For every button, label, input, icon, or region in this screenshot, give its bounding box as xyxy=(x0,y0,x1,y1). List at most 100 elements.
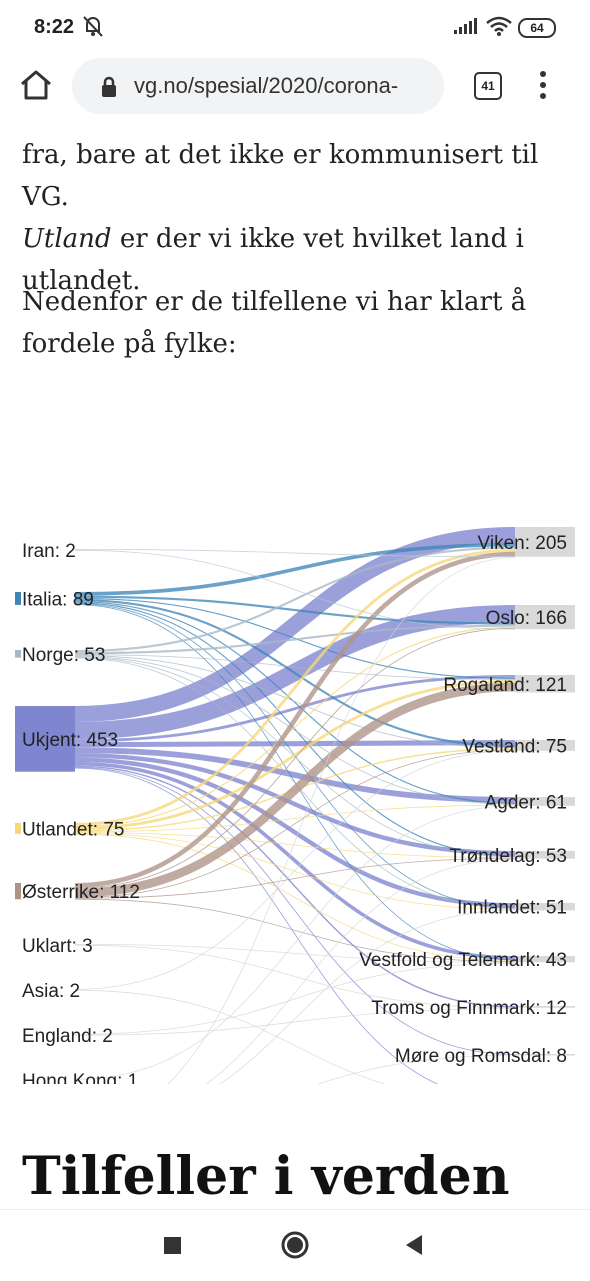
target-node-vestfold-og-telemark xyxy=(515,956,575,963)
source-label-uklart: Uklart: 3 xyxy=(22,936,93,957)
sankey-chart: Iran: 2 Italia: 89 Norge: 53 Ukjent: 453 Utl… xyxy=(15,527,575,1084)
flow-italia-to-vestland xyxy=(74,598,516,748)
target-label-innlandet: Innlandet: 51 xyxy=(457,898,567,919)
flow-asia-to-nordland xyxy=(74,989,387,1084)
flow-england-to-vestfold-og-telemark xyxy=(74,962,516,1035)
emphasis-utland: Utland xyxy=(22,224,112,254)
flow-norge-to-innlandet xyxy=(74,657,516,909)
recents-icon[interactable] xyxy=(164,1237,181,1254)
flow-norge-to-agder xyxy=(74,656,516,805)
flow-sterrike-to-vestfold-og-telemark xyxy=(74,898,516,963)
flow-utlandet-to-vestfold-og-telemark xyxy=(74,833,516,962)
target-node-m-re-og-romsdal xyxy=(515,1054,575,1056)
target-node-vestland xyxy=(515,740,575,751)
source-label-italia: Italia: 89 xyxy=(22,589,94,610)
flow-ukjent-to-agder xyxy=(74,747,516,803)
target-label-vestland: Vestland: 75 xyxy=(462,736,567,757)
flow-norge-to-oslo xyxy=(74,624,516,655)
flow-italia-to-oslo xyxy=(74,595,516,625)
source-label-iran: Iran: 2 xyxy=(22,541,76,562)
target-label-agder: Agder: 61 xyxy=(485,792,567,813)
target-node-troms-og-finnmark xyxy=(515,1006,575,1008)
target-label-m-re-og-romsdal: Møre og Romsdal: 8 xyxy=(395,1046,567,1067)
flow-utlandet-to-oslo xyxy=(74,626,516,828)
target-node-rogaland xyxy=(515,675,575,693)
more-menu-icon[interactable] xyxy=(538,70,548,105)
flow-norge-to-rogaland xyxy=(74,654,516,680)
target-node-agder xyxy=(515,797,575,806)
flow-sterrike-to-oslo xyxy=(74,627,516,889)
tab-switcher-button[interactable]: 41 xyxy=(474,72,502,100)
flow-norge-to-viken xyxy=(74,546,516,653)
target-node-tr-ndelag xyxy=(515,851,575,859)
flow-norge-to-tr-ndelag xyxy=(74,656,516,858)
sankey-links xyxy=(74,527,516,1084)
url-text[interactable]: vg.no/spesial/2020/corona- xyxy=(134,73,399,98)
signal-icon xyxy=(454,18,478,39)
source-node-ukjent xyxy=(15,706,75,772)
battery-indicator: 64 xyxy=(518,18,556,38)
flow-italia-to-vestfold-og-telemark xyxy=(74,604,516,961)
sankey-labels: Iran: 2 Italia: 89 Norge: 53 Ukjent: 453 Utl… xyxy=(22,533,567,1084)
flow-uklart-to-vestfold-og-telemark xyxy=(74,944,516,963)
source-label-england: England: 2 xyxy=(22,1026,113,1047)
flow-ukjent-to-nordland xyxy=(74,767,439,1084)
article-paragraph: fra, bare at det ikke er kommunisert til… xyxy=(22,134,572,302)
flow-iran-to-viken xyxy=(74,549,516,558)
source-node-sterrike xyxy=(15,883,21,900)
address-bar[interactable]: vg.no/spesial/2020/corona- xyxy=(72,58,444,114)
source-node-italia xyxy=(15,592,21,605)
flow-uklart-to-troms-og-finnmark xyxy=(74,944,516,1009)
source-label-asia: Asia: 2 xyxy=(22,981,80,1002)
flow-sterrike-to-viken xyxy=(74,551,516,888)
target-node-oslo xyxy=(515,605,575,630)
flow-italia-to-tr-ndelag xyxy=(74,602,516,857)
target-node-viken xyxy=(515,527,575,557)
flow-asia-to-vestland xyxy=(74,750,516,990)
flow-mellom-europa-to-viken xyxy=(167,557,516,1084)
section-heading: Tilfeller i verden xyxy=(22,1146,510,1207)
flow-mellom-europa-to-innlandet xyxy=(219,909,516,1084)
home-icon[interactable] xyxy=(18,68,54,107)
flow-italia-to-viken xyxy=(74,542,516,596)
article-paragraph: Nedenfor er de tilfellene vi har klart å… xyxy=(22,287,527,359)
target-label-tr-ndelag: Trøndelag: 53 xyxy=(449,846,567,867)
article-content: fra, bare at det ikke er kommunisert til… xyxy=(0,124,590,1209)
browser-toolbar: vg.no/spesial/2020/corona- 41 xyxy=(0,54,590,124)
flow-ukjent-to-tr-ndelag xyxy=(74,753,516,856)
flow-norge-to-vestland xyxy=(74,655,516,749)
flow-mellom-europa-to-m-re-og-romsdal xyxy=(316,1054,516,1084)
source-label-sterrike: Østerrike: 112 xyxy=(22,882,140,903)
flow-ukjent-to-innlandet xyxy=(74,757,516,908)
home-nav-icon[interactable] xyxy=(280,1230,310,1265)
flow-sterrike-to-rogaland xyxy=(74,682,516,898)
target-label-vestfold-og-telemark: Vestfold og Telemark: 43 xyxy=(359,950,567,971)
lock-icon xyxy=(100,76,118,103)
sankey-nodes xyxy=(15,527,575,1056)
source-label-norge: Norge: 53 xyxy=(22,645,105,666)
flow-utlandet-to-rogaland xyxy=(74,679,516,830)
flow-hong-kong-to-agder xyxy=(74,805,516,1080)
flow-ukjent-to-troms-og-finnmark xyxy=(74,765,516,1008)
flow-ukjent-to-m-re-og-romsdal xyxy=(74,766,516,1055)
flow-italia-to-agder xyxy=(74,601,516,804)
flow-iran-to-oslo xyxy=(74,549,516,630)
source-label-hong-kong: Hong Kong: 1 xyxy=(22,1071,138,1084)
flow-ukjent-to-viken xyxy=(74,527,516,722)
back-icon[interactable] xyxy=(404,1234,424,1261)
flow-utlandet-to-agder xyxy=(74,804,516,833)
flow-england-to-troms-og-finnmark xyxy=(74,1008,516,1036)
target-node-innlandet xyxy=(515,903,575,911)
source-label-ukjent: Ukjent: 453 xyxy=(22,730,118,751)
paragraph-text: fra, bare at det ikke er kommunisert til… xyxy=(22,140,539,212)
target-label-troms-og-finnmark: Troms og Finnmark: 12 xyxy=(371,998,567,1019)
source-node-norge xyxy=(15,650,21,658)
flow-ukjent-to-vestfold-og-telemark xyxy=(74,761,516,960)
flow-sterrike-to-vestland xyxy=(74,749,516,899)
status-time: 8:22 xyxy=(34,16,75,38)
muted-bell-icon xyxy=(82,14,104,43)
target-label-viken: Viken: 205 xyxy=(478,533,567,554)
status-bar: 8:22 64 xyxy=(0,0,590,54)
wifi-icon xyxy=(486,16,512,41)
flow-ukjent-to-rogaland xyxy=(74,675,516,743)
